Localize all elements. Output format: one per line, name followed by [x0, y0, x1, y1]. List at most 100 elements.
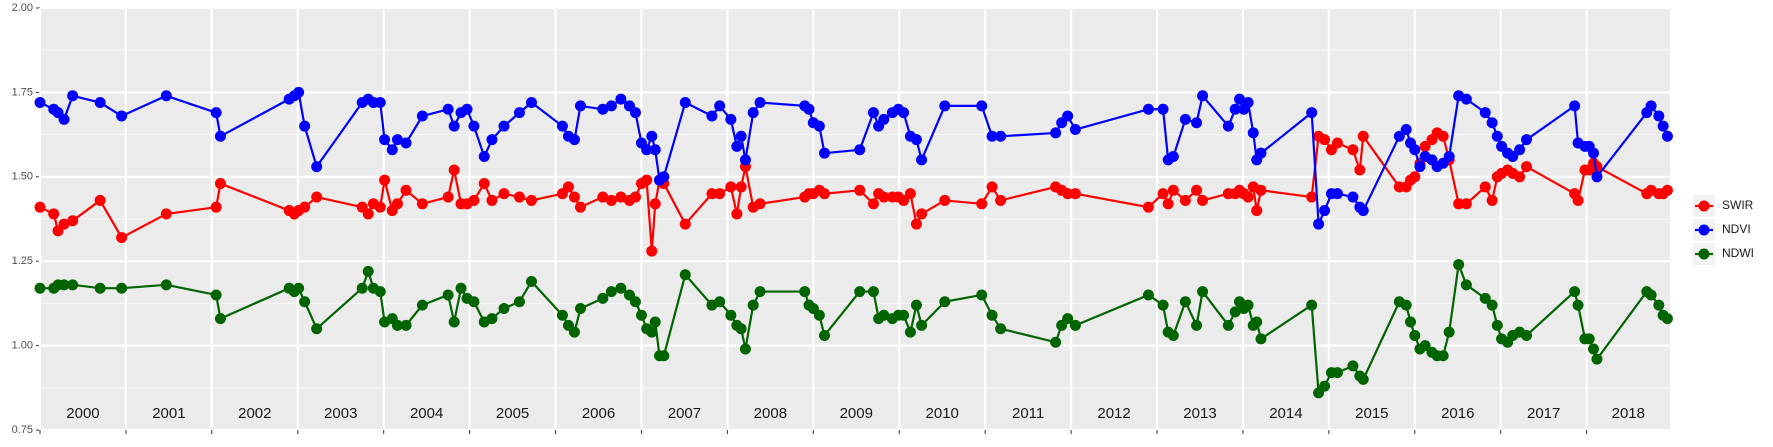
data-point [1661, 130, 1673, 142]
x-tick-label: 2016 [1441, 405, 1474, 422]
x-tick-label: 2003 [324, 405, 357, 422]
y-tick-label: 1.25 [12, 255, 33, 267]
data-point [1357, 373, 1369, 385]
data-point [214, 130, 226, 142]
data-point [34, 97, 46, 109]
data-point [1197, 286, 1209, 298]
data-point [714, 188, 726, 200]
legend-label: NDVI [1722, 222, 1751, 236]
data-point [878, 191, 890, 203]
data-point [116, 282, 128, 294]
data-point [1255, 333, 1267, 345]
data-point [1331, 137, 1343, 149]
data-point [416, 198, 428, 210]
data-point [94, 282, 106, 294]
data-point [468, 296, 480, 308]
data-point [1319, 380, 1331, 392]
x-tick-label: 2012 [1097, 405, 1130, 422]
data-point [116, 232, 128, 244]
y-tick-label: 0.75 [12, 424, 33, 436]
data-point [160, 279, 172, 291]
data-point [629, 191, 641, 203]
data-point [735, 181, 747, 193]
legend-label: SWIR [1722, 198, 1754, 212]
data-point [679, 218, 691, 230]
data-point [754, 198, 766, 210]
data-point [442, 103, 454, 115]
data-point [1222, 120, 1234, 132]
data-point [939, 296, 951, 308]
data-point [442, 289, 454, 301]
data-point [995, 130, 1007, 142]
data-point [416, 299, 428, 311]
data-point [1069, 124, 1081, 136]
data-point [1657, 120, 1669, 132]
x-tick-label: 2000 [66, 405, 99, 422]
data-point [1443, 326, 1455, 338]
data-point [910, 218, 922, 230]
data-point [311, 161, 323, 173]
data-point [898, 309, 910, 321]
data-point [1247, 127, 1259, 139]
data-point [1572, 194, 1584, 206]
data-point [714, 100, 726, 112]
data-point [1251, 205, 1263, 217]
data-point [486, 313, 498, 325]
data-point [818, 147, 830, 159]
data-point [976, 198, 988, 210]
data-point [1653, 110, 1665, 122]
y-tick-label: 1.50 [12, 171, 33, 183]
data-point [867, 107, 879, 119]
data-point [739, 154, 751, 166]
data-point [513, 191, 525, 203]
data-point [1347, 144, 1359, 156]
data-point [94, 97, 106, 109]
data-point [1661, 313, 1673, 325]
x-tick-label: 2006 [582, 405, 615, 422]
data-point [1347, 191, 1359, 203]
data-point [391, 319, 403, 331]
data-point [813, 120, 825, 132]
data-point [597, 191, 609, 203]
data-point [1653, 299, 1665, 311]
data-point [986, 309, 998, 321]
data-point [1347, 360, 1359, 372]
data-point [1357, 205, 1369, 217]
data-point [455, 282, 467, 294]
data-point [1331, 188, 1343, 200]
data-point [1319, 134, 1331, 146]
data-point [867, 198, 879, 210]
data-point [293, 282, 305, 294]
data-point [400, 184, 412, 196]
data-point [1251, 316, 1263, 328]
data-point [1229, 306, 1241, 318]
data-point [818, 188, 830, 200]
data-point [725, 113, 737, 125]
data-point [1234, 93, 1246, 105]
data-point [293, 86, 305, 98]
data-point [1167, 184, 1179, 196]
data-point [646, 130, 658, 142]
data-point [615, 93, 627, 105]
data-point [568, 134, 580, 146]
data-point [362, 208, 374, 220]
data-point [574, 201, 586, 213]
data-point [1572, 299, 1584, 311]
data-point [1050, 336, 1062, 348]
data-point [94, 194, 106, 206]
data-point [904, 188, 916, 200]
data-point [1591, 353, 1603, 365]
data-point [706, 188, 718, 200]
data-point [1306, 107, 1318, 119]
data-point [1319, 205, 1331, 217]
data-point [629, 107, 641, 119]
data-point [995, 194, 1007, 206]
data-point [498, 302, 510, 314]
data-point [706, 110, 718, 122]
data-point [878, 113, 890, 125]
data-point [1491, 130, 1503, 142]
data-point [58, 279, 70, 291]
data-point [1437, 350, 1449, 362]
data-point [1437, 130, 1449, 142]
data-point [916, 154, 928, 166]
